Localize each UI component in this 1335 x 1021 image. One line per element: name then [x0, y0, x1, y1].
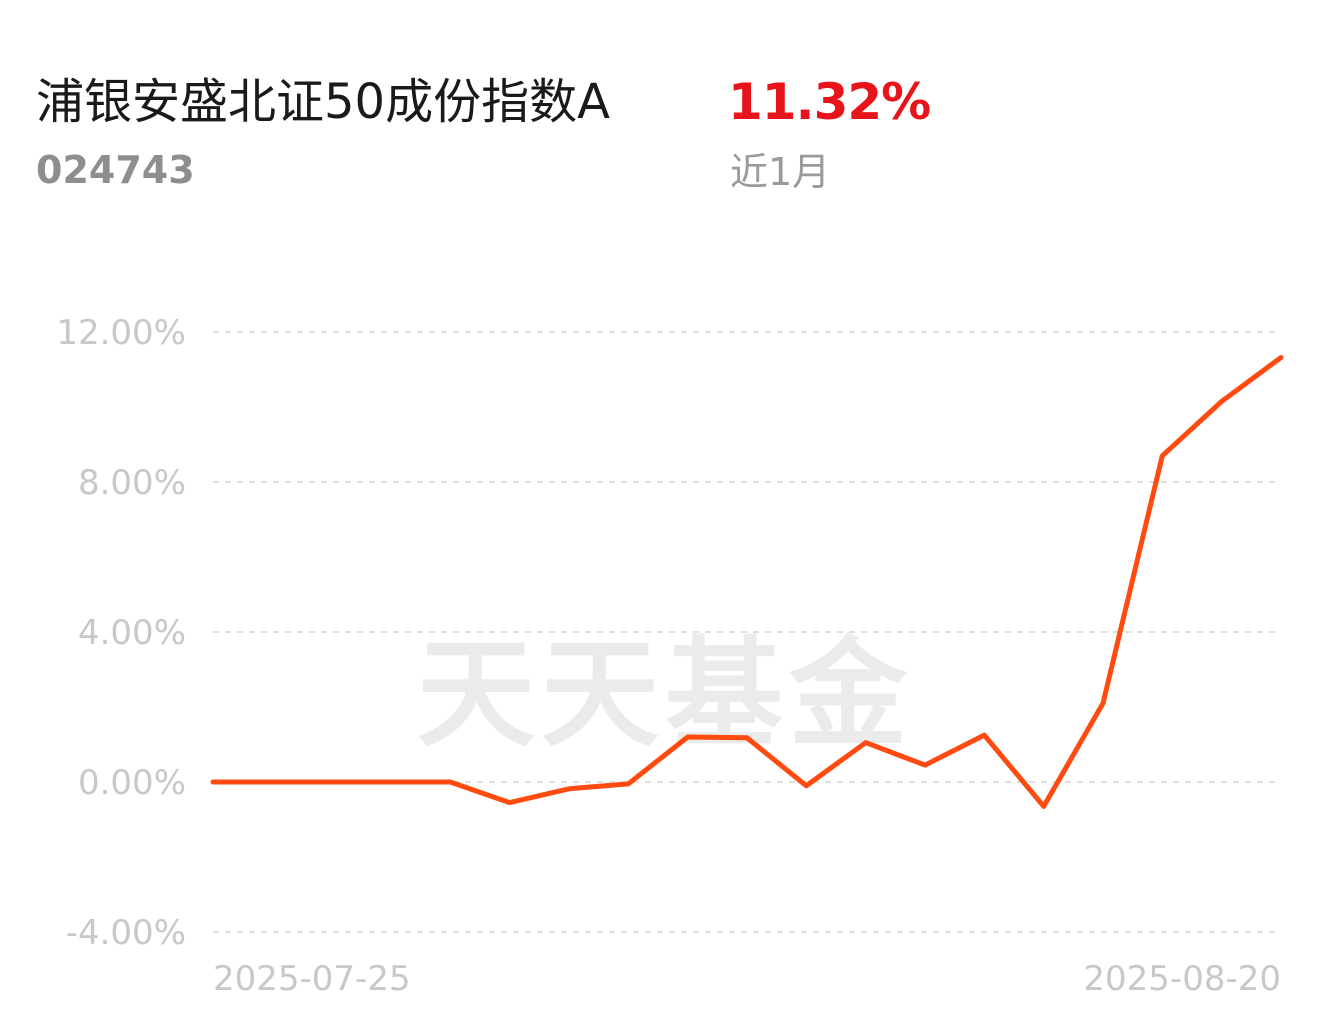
watermark-text: 天天基金 [417, 624, 913, 763]
y-tick-label: 4.00% [78, 613, 186, 653]
fund-name: 浦银安盛北证50成份指数A [36, 74, 610, 130]
return-period-label: 近1月 [730, 150, 831, 194]
x-axis-tick-labels: 2025-07-25 2025-08-20 [213, 959, 1281, 999]
y-axis-tick-labels: 12.00% 8.00% 4.00% 0.00% -4.00% [56, 313, 186, 953]
fund-code: 024743 [36, 148, 195, 192]
series-group [210, 355, 1284, 809]
grid-lines [213, 331, 1281, 933]
return-value: 11.32% [728, 73, 931, 131]
y-tick-label: 8.00% [78, 463, 186, 503]
x-tick-label: 2025-07-25 [213, 959, 411, 999]
y-tick-label: -4.00% [66, 913, 186, 953]
x-tick-label: 2025-08-20 [1083, 959, 1281, 999]
y-tick-label: 0.00% [78, 763, 186, 803]
chart-header: 浦银安盛北证50成份指数A 024743 11.32% 近1月 [0, 0, 1335, 210]
y-tick-label: 12.00% [56, 313, 186, 353]
series-line [210, 355, 1284, 809]
